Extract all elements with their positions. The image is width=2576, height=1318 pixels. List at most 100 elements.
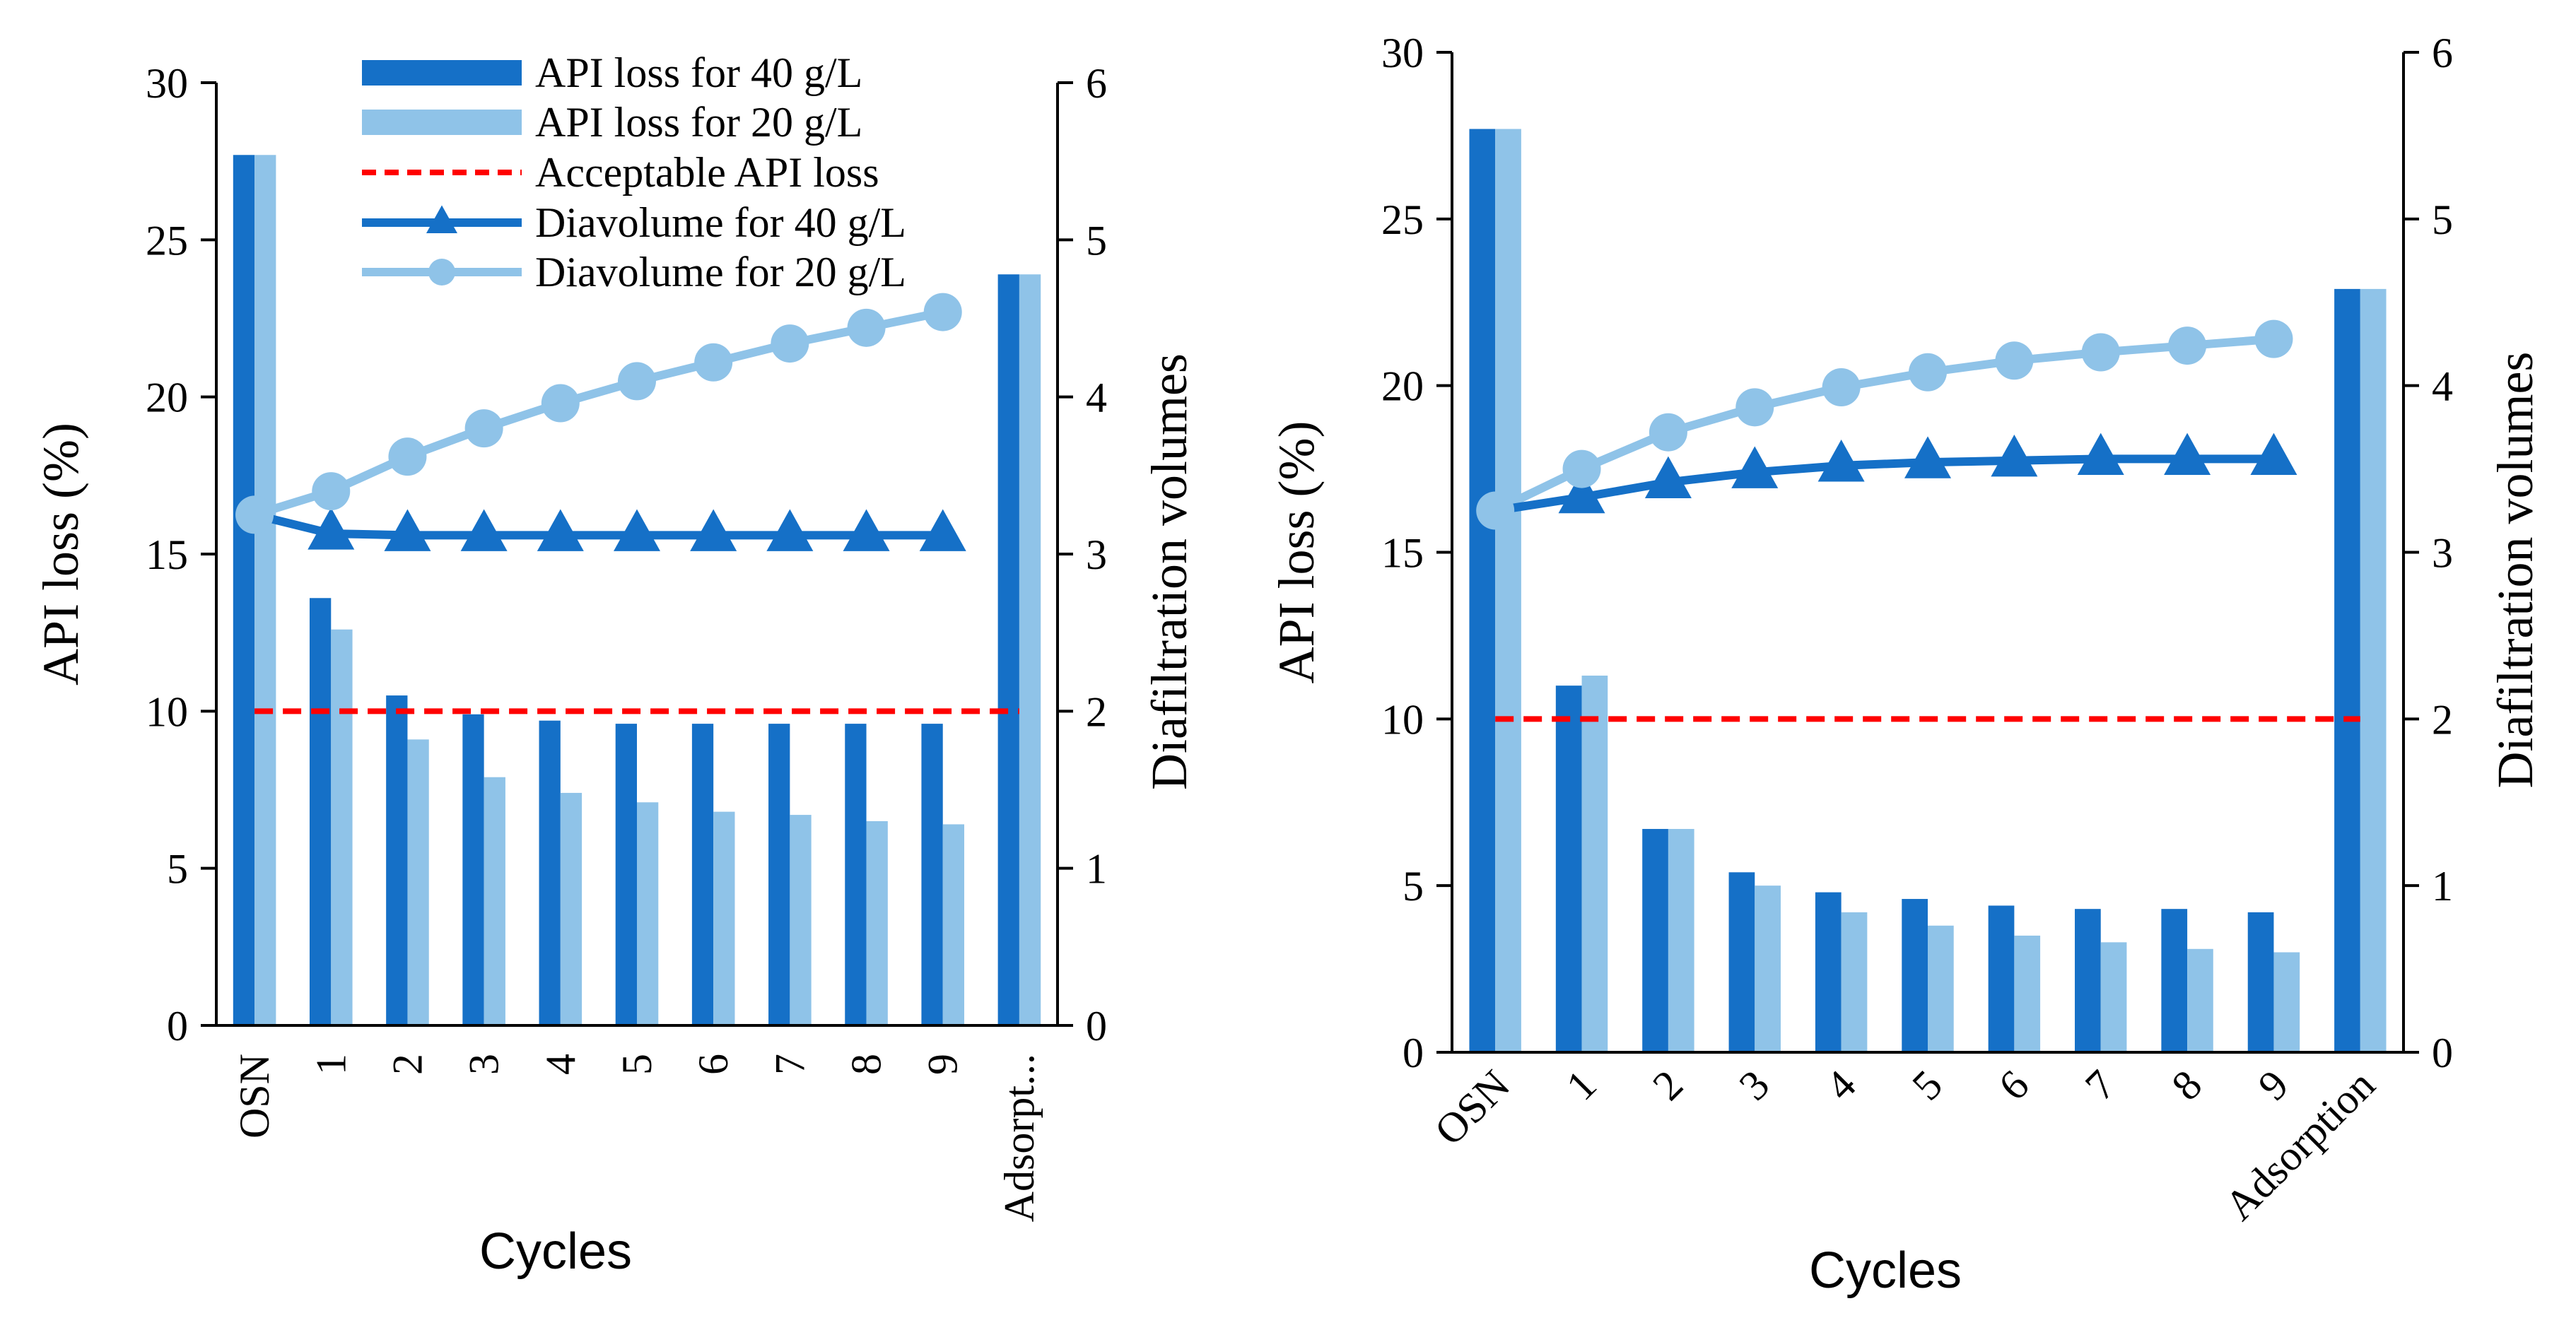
bar-40gL-6 — [1988, 905, 2015, 1052]
right-y-tick-label: 3 — [2432, 530, 2453, 577]
right-y-tick-label: 4 — [1086, 375, 1107, 421]
x-axis-title: Cycles — [479, 1223, 632, 1280]
diavolume-20gL-point-6 — [694, 343, 733, 382]
bar-40gL-7 — [768, 724, 790, 1025]
legend-marker-circle — [428, 259, 455, 286]
diavolume-20gL-point-7 — [771, 324, 809, 363]
bar-20gL-6 — [2014, 935, 2041, 1052]
bar-20gL-3 — [1755, 885, 1781, 1052]
diavolume-20gL-point-1 — [312, 472, 351, 511]
bar-20gL-8 — [2187, 948, 2213, 1052]
bar-40gL-osn — [233, 155, 255, 1026]
left-y-tick-label: 0 — [1403, 1030, 1424, 1076]
left-y-tick-label: 10 — [146, 688, 188, 735]
left-y-axis-title: API loss (%) — [1268, 421, 1325, 684]
x-tick-label: 8 — [843, 1054, 890, 1075]
left-y-axis-title: API loss (%) — [33, 423, 89, 686]
x-tick-label: 2 — [384, 1054, 431, 1075]
diavolume-20gL-point-4 — [541, 384, 580, 423]
left-y-tick-label: 25 — [146, 217, 188, 264]
left-y-tick-label: 0 — [167, 1003, 188, 1049]
right-y-tick-label: 6 — [2432, 30, 2453, 76]
bar-40gL-8 — [845, 724, 867, 1025]
diavolume-40gL-line — [1494, 454, 2274, 515]
diavolume-40gL-point-6 — [1991, 434, 2038, 477]
diavolume-40gL-point-3 — [1731, 446, 1779, 488]
bar-20gL-9 — [2273, 952, 2300, 1052]
x-tick-label: 4 — [1817, 1061, 1865, 1110]
bar-20gL-osn — [1495, 129, 1521, 1052]
bar-20gL-osn — [254, 155, 276, 1026]
right-y-tick-label: 6 — [1086, 60, 1107, 107]
x-tick-label: 7 — [766, 1054, 813, 1075]
right-y-tick-label: 1 — [1086, 846, 1107, 893]
diavolume-40gL-point-4 — [537, 509, 584, 551]
left-y-tick-label: 30 — [146, 60, 188, 107]
x-tick-label: 9 — [920, 1054, 966, 1075]
right-y-tick-label: 5 — [1086, 217, 1107, 264]
x-tick-label: 5 — [1903, 1061, 1951, 1110]
diavolume-20gL-point-5 — [618, 362, 656, 401]
x-tick-label: 8 — [2162, 1061, 2211, 1110]
bar-40gL-2 — [386, 695, 408, 1025]
bar-20gL-3 — [484, 777, 505, 1025]
bar-40gL-3 — [462, 714, 484, 1025]
x-tick-label: 4 — [537, 1054, 584, 1075]
left-y-tick-label: 5 — [167, 846, 188, 893]
diavolume-40gL-point-9 — [2250, 433, 2297, 476]
diavolume-40gL-point-7 — [766, 509, 814, 551]
bar-20gL-5 — [1928, 925, 1954, 1052]
diavolume-40gL-point-3 — [460, 509, 508, 551]
legend-label: API loss for 20 g/L — [535, 99, 862, 146]
right-y-tick-label: 2 — [2432, 696, 2453, 743]
diavolume-40gL-point-1 — [1558, 471, 1605, 514]
right-y-tick-label: 1 — [2432, 863, 2453, 910]
bar-40gL-adsorpt... — [997, 274, 1019, 1025]
x-axis-title: Cycles — [1809, 1242, 1962, 1299]
legend-swatch-bar-20gL — [362, 110, 522, 135]
diavolume-20gL-line — [253, 307, 944, 519]
diavolume-40gL-point-2 — [1644, 456, 1692, 499]
x-tick-label: 9 — [2249, 1061, 2297, 1110]
right-y-tick-label: 5 — [2432, 196, 2453, 243]
bar-40gL-9 — [921, 724, 943, 1025]
diavolume-40gL-point-2 — [384, 509, 431, 551]
bar-40gL-9 — [2247, 912, 2274, 1052]
diavolume-20gL-point-8 — [2168, 326, 2207, 365]
x-tick-label: 6 — [1990, 1061, 2038, 1110]
bar-20gL-8 — [866, 820, 888, 1025]
diavolume-40gL-point-6 — [690, 509, 737, 551]
x-tick-label: Adsorpt... — [996, 1054, 1043, 1222]
legend-marker-triangle — [426, 205, 457, 234]
legend-label: API loss for 40 g/L — [535, 49, 862, 96]
legend-label: Diavolume for 20 g/L — [535, 249, 906, 295]
bar-40gL-1 — [1555, 686, 1582, 1052]
left-y-tick-label: 15 — [146, 531, 188, 578]
diavolume-20gL-point-5 — [1909, 353, 1947, 392]
diavolume-20gL-point-7 — [2081, 333, 2120, 372]
bar-40gL-4 — [539, 720, 561, 1025]
diavolume-20gL-point-3 — [464, 409, 503, 448]
bar-20gL-7 — [790, 815, 812, 1025]
diavolume-40gL-point-5 — [614, 509, 660, 551]
diavolume-40gL-point-8 — [2164, 433, 2211, 476]
diavolume-20gL-point-1 — [1562, 449, 1601, 488]
bar-20gL-5 — [637, 802, 659, 1025]
x-tick-label: 3 — [461, 1054, 508, 1075]
bar-20gL-4 — [1841, 912, 1868, 1052]
left-y-tick-label: 20 — [146, 375, 188, 421]
left-y-tick-label: 15 — [1381, 530, 1424, 577]
diavolume-40gL-point-5 — [1904, 436, 1951, 478]
bar-40gL-7 — [2075, 909, 2101, 1052]
bar-40gL-3 — [1728, 872, 1755, 1052]
right-y-tick-label: 0 — [2432, 1030, 2453, 1076]
bar-20gL-9 — [942, 824, 965, 1025]
left-chart: 0 5 10 15 20 25 30 0 1 2 3 4 5 6 OSN 1 2 3 4 5 6 7 8 9 Adsorpt..… — [33, 60, 1198, 1280]
right-y-tick-label: 3 — [1086, 531, 1107, 578]
x-tick-label: OSN — [231, 1054, 278, 1138]
x-tick-label: 1 — [1557, 1061, 1605, 1110]
bar-20gL-2 — [1668, 828, 1694, 1052]
